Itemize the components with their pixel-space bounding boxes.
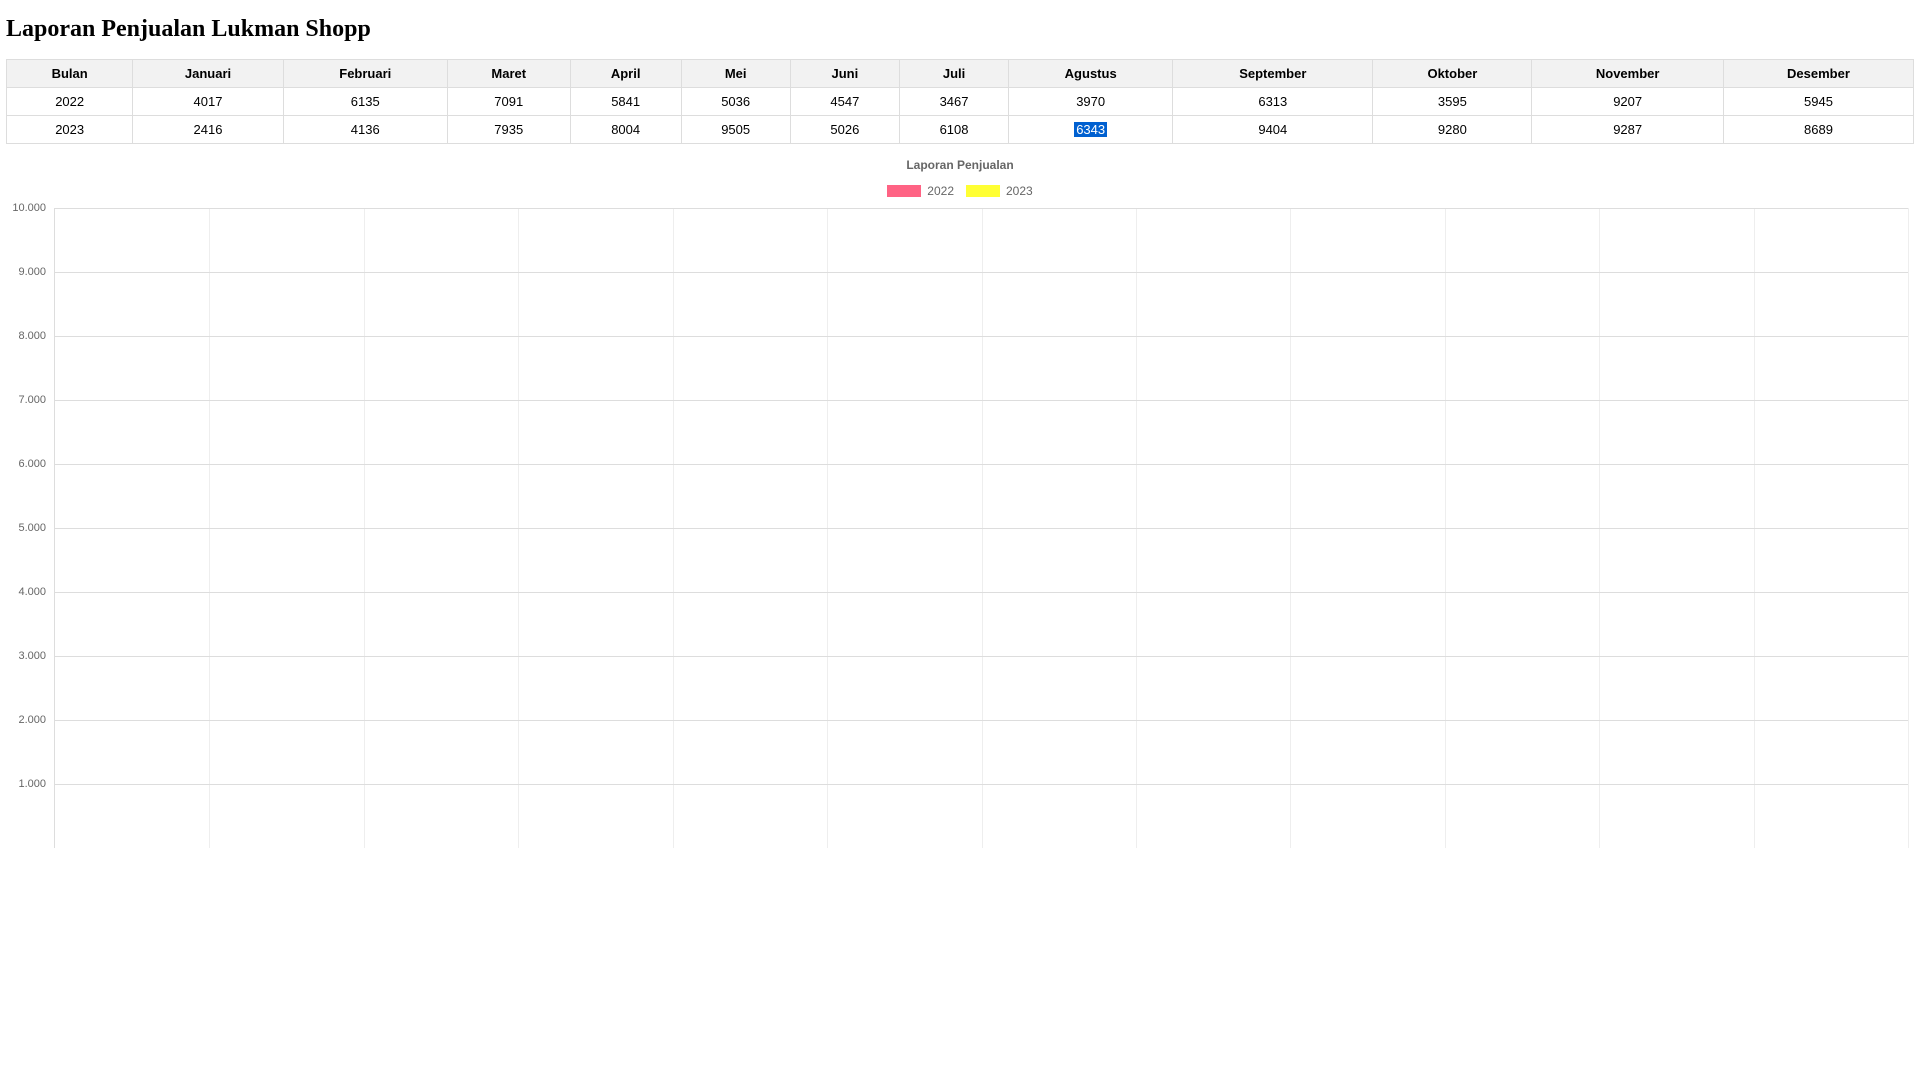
table-cell: 3970 bbox=[1009, 88, 1173, 116]
table-header-month: Desember bbox=[1723, 60, 1913, 88]
table-cell: 9280 bbox=[1373, 116, 1532, 144]
y-axis-label: 9.000 bbox=[18, 266, 46, 278]
legend-item: 2023 bbox=[966, 184, 1033, 198]
table-header-month: September bbox=[1173, 60, 1373, 88]
table-cell: 9505 bbox=[681, 116, 790, 144]
table-header-month: Mei bbox=[681, 60, 790, 88]
y-axis-label: 10.000 bbox=[12, 202, 46, 214]
table-header-month: November bbox=[1532, 60, 1724, 88]
table-cell: 4017 bbox=[133, 88, 283, 116]
table-header-month: Januari bbox=[133, 60, 283, 88]
table-cell: 3467 bbox=[899, 88, 1008, 116]
y-axis-label: 8.000 bbox=[18, 330, 46, 342]
bar-group bbox=[55, 208, 353, 848]
table-cell: 8689 bbox=[1723, 116, 1913, 144]
y-axis-label: 6.000 bbox=[18, 458, 46, 470]
y-axis-label: 7.000 bbox=[18, 394, 46, 406]
table-cell: 6343 bbox=[1009, 116, 1173, 144]
table-cell: 2416 bbox=[133, 116, 283, 144]
table-cell: 4136 bbox=[283, 116, 447, 144]
bar-group bbox=[1249, 208, 1547, 848]
table-cell: 9404 bbox=[1173, 116, 1373, 144]
sales-chart: Laporan Penjualan 20222023 1.0002.0003.0… bbox=[6, 158, 1914, 848]
y-axis-label: 4.000 bbox=[18, 586, 46, 598]
bar-group bbox=[353, 208, 651, 848]
table-row: 20232416413679358004950550266108 6343 9404… bbox=[7, 116, 1914, 144]
highlighted-cell: 6343 bbox=[1074, 122, 1107, 137]
table-header-month: Juli bbox=[899, 60, 1008, 88]
chart-plot-area: 1.0002.0003.0004.0005.0006.0007.0008.000… bbox=[54, 208, 1908, 848]
table-cell: 7091 bbox=[447, 88, 570, 116]
chart-legend: 2022 2023 bbox=[6, 184, 1914, 198]
table-cell: 5945 bbox=[1723, 88, 1913, 116]
table-cell: 5036 bbox=[681, 88, 790, 116]
table-cell: 6313 bbox=[1173, 88, 1373, 116]
y-axis-label: 2.000 bbox=[18, 714, 46, 726]
table-cell: 4547 bbox=[790, 88, 899, 116]
table-header-label: Bulan bbox=[7, 60, 133, 88]
table-header-month: Oktober bbox=[1373, 60, 1532, 88]
table-cell: 7935 bbox=[447, 116, 570, 144]
table-year-cell: 2023 bbox=[7, 116, 133, 144]
legend-label: 2022 bbox=[927, 184, 954, 198]
bar-group bbox=[1846, 208, 1920, 848]
table-header-month: Maret bbox=[447, 60, 570, 88]
chart-title: Laporan Penjualan bbox=[6, 158, 1914, 172]
table-cell: 6135 bbox=[283, 88, 447, 116]
table-header-month: Juni bbox=[790, 60, 899, 88]
table-cell: 3595 bbox=[1373, 88, 1532, 116]
table-header-month: April bbox=[570, 60, 681, 88]
legend-swatch bbox=[966, 185, 1000, 197]
table-header-month: Februari bbox=[283, 60, 447, 88]
legend-item: 2022 bbox=[887, 184, 954, 198]
legend-swatch bbox=[887, 185, 921, 197]
table-cell: 9287 bbox=[1532, 116, 1724, 144]
y-axis-label: 5.000 bbox=[18, 522, 46, 534]
table-row: 2022401761357091584150364547346739706313… bbox=[7, 88, 1914, 116]
bar-group bbox=[652, 208, 950, 848]
table-cell: 6108 bbox=[899, 116, 1008, 144]
bar-group bbox=[950, 208, 1248, 848]
y-axis-label: 1.000 bbox=[18, 778, 46, 790]
table-cell: 8004 bbox=[570, 116, 681, 144]
table-year-cell: 2022 bbox=[7, 88, 133, 116]
table-cell: 9207 bbox=[1532, 88, 1724, 116]
y-axis-label: 3.000 bbox=[18, 650, 46, 662]
page-title: Laporan Penjualan Lukman Shopp bbox=[6, 16, 1914, 43]
legend-label: 2023 bbox=[1006, 184, 1033, 198]
table-header-month: Agustus bbox=[1009, 60, 1173, 88]
table-cell: 5841 bbox=[570, 88, 681, 116]
bar-group bbox=[1547, 208, 1845, 848]
sales-table: BulanJanuariFebruariMaretAprilMeiJuniJul… bbox=[6, 59, 1914, 144]
table-cell: 5026 bbox=[790, 116, 899, 144]
